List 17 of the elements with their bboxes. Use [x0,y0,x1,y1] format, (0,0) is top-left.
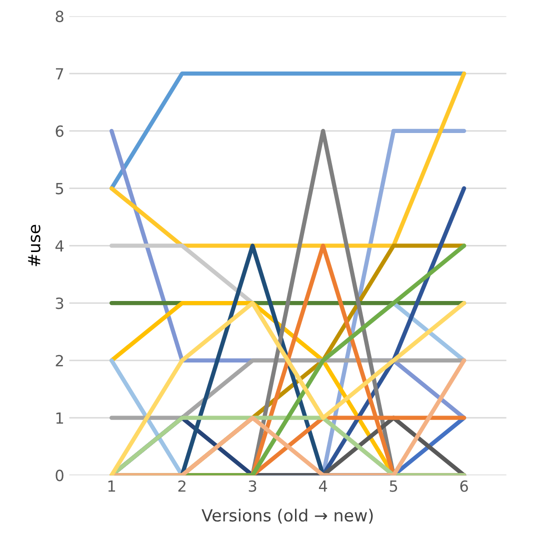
x-tick-label: 4 [318,480,328,492]
y-tick-label: 0 [56,470,64,482]
y-tick-label: 2 [56,354,63,366]
y-tick-label: 4 [55,240,64,252]
y-tick-label: 1 [56,412,64,424]
y-tick-label: 6 [56,125,64,137]
x-axis-title: Versions (old → new) [202,508,373,524]
x-tick-label: 3 [248,480,256,492]
x-tick-label: 5 [390,480,398,492]
y-tick-label: 3 [56,298,64,310]
y-tick-label: 7 [56,68,64,80]
x-tick-label: 1 [108,480,116,492]
x-tick-label: 6 [460,480,468,492]
y-tick-label: 5 [56,182,64,194]
y-axis-title: #use [28,224,40,266]
x-tick-label: 2 [178,480,186,492]
y-tick-label: 8 [56,10,64,22]
